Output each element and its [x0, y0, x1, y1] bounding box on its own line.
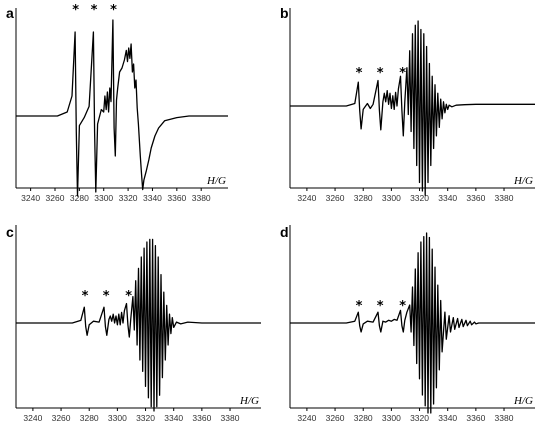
x-tick-label: 3300 [382, 413, 401, 423]
x-tick-label: 3280 [80, 413, 99, 423]
x-tick-label: 3240 [297, 413, 316, 423]
x-tick-label: 3240 [297, 193, 316, 203]
peak-marker: * [399, 299, 406, 314]
x-tick-label: 3260 [52, 413, 71, 423]
peak-marker: * [399, 66, 406, 81]
x-tick-label: 3260 [46, 193, 65, 203]
x-tick-label: 3340 [438, 193, 457, 203]
x-tick-label: 3380 [495, 413, 514, 423]
x-tick-label: 3240 [23, 413, 42, 423]
peak-marker: * [110, 3, 117, 18]
peak-marker: * [125, 289, 132, 304]
x-tick-label: 3300 [94, 193, 113, 203]
x-tick-label: 3360 [167, 193, 186, 203]
x-tick-label: 3340 [438, 413, 457, 423]
x-axis-label: H/G [513, 395, 533, 407]
x-tick-label: 3280 [354, 193, 373, 203]
peak-marker: * [377, 299, 384, 314]
x-tick-label: 3240 [21, 193, 40, 203]
x-tick-label: 3380 [495, 193, 514, 203]
x-tick-label: 3340 [164, 413, 183, 423]
spectrum-line [16, 238, 261, 412]
peak-marker: * [356, 66, 363, 81]
x-tick-label: 3340 [143, 193, 162, 203]
x-tick-label: 3380 [192, 193, 211, 203]
x-tick-label: 3360 [466, 193, 485, 203]
panel-a: a 3240 3260 3280 3300 3320 3340 3360 3380 H/G * * * [6, 3, 228, 203]
panel-letter: b [280, 5, 289, 21]
spectrum-line [16, 19, 228, 197]
panel-c: c 3240 3260 3280 3300 3320 3340 3360 3380 H/G * * * [6, 224, 261, 423]
x-tick-label: 3260 [326, 413, 345, 423]
x-tick-label: 3320 [410, 193, 429, 203]
x-tick-label: 3300 [108, 413, 127, 423]
x-tick-label: 3320 [136, 413, 155, 423]
peak-marker: * [377, 66, 384, 81]
panel-letter: a [6, 5, 14, 21]
x-tick-label: 3300 [382, 193, 401, 203]
x-tick-label: 3280 [354, 413, 373, 423]
peak-marker: * [356, 299, 363, 314]
x-axis-label: H/G [206, 175, 226, 187]
x-tick-label: 3260 [326, 193, 345, 203]
x-tick-label: 3320 [119, 193, 138, 203]
x-axis-label: H/G [513, 175, 533, 187]
peak-marker: * [91, 3, 98, 18]
panel-letter: d [280, 224, 289, 240]
panel-d: d 3240 3260 3280 3300 3320 3340 3360 3380 H/G * * * [280, 224, 535, 423]
spectrum-line [290, 20, 535, 196]
peak-marker: * [72, 3, 79, 18]
x-tick-label: 3360 [466, 413, 485, 423]
peak-marker: * [82, 289, 89, 304]
peak-marker: * [103, 289, 110, 304]
spectrum-line [290, 232, 535, 414]
x-tick-label: 3320 [410, 413, 429, 423]
x-axis-label: H/G [239, 395, 259, 407]
x-tick-label: 3280 [70, 193, 89, 203]
panel-b: b 3240 3260 3280 3300 3320 3340 3360 3380 H/G * * * [280, 5, 535, 203]
panel-letter: c [6, 224, 14, 240]
x-tick-label: 3380 [221, 413, 240, 423]
x-tick-label: 3360 [192, 413, 211, 423]
